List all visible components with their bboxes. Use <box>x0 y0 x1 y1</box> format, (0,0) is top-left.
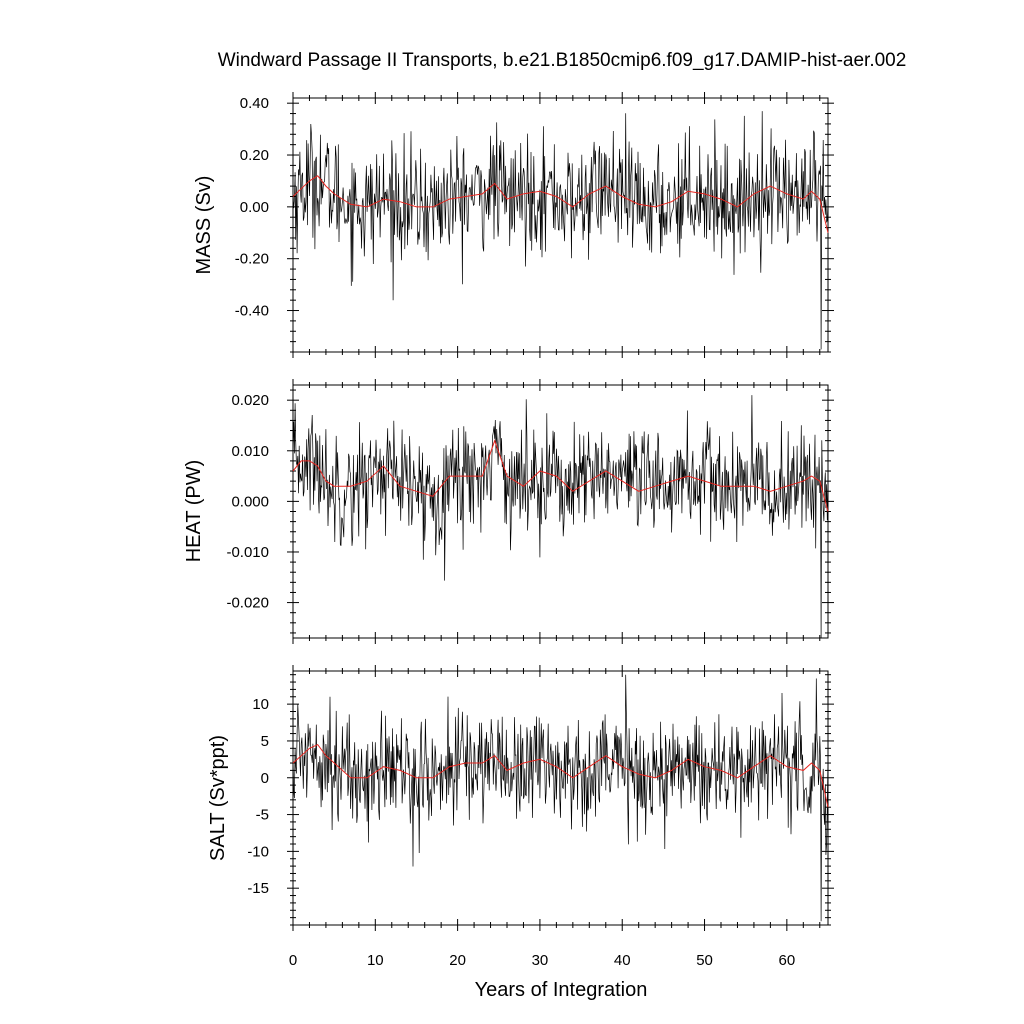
mass-ytick-label: -0.40 <box>235 303 269 320</box>
mass-ytick-label: 0.20 <box>240 147 269 164</box>
heat-smoothed-series <box>292 439 829 512</box>
heat-ytick-label: 0.000 <box>231 493 269 510</box>
salt-ylabel: SALT (Sv*ppt) <box>207 735 229 861</box>
heat-ytick-label: -0.020 <box>226 595 269 612</box>
x-tick-label: 30 <box>532 952 549 969</box>
mass-plot-frame <box>292 97 829 353</box>
heat-ytick-label: -0.010 <box>226 544 269 561</box>
heat-ticks <box>287 379 834 644</box>
mass-ytick-labels: 0.40 0.20 0.00 -0.20 -0.40 <box>235 95 269 319</box>
heat-ylabel: HEAT (PW) <box>183 460 205 563</box>
salt-panel: 10 5 0 -5 -10 -15 SALT (Sv*ppt) <box>207 665 834 931</box>
mass-ytick-label: 0.00 <box>240 199 269 216</box>
heat-ytick-labels: 0.020 0.010 0.000 -0.010 -0.020 <box>226 392 269 611</box>
chart-title: Windward Passage II Transports, b.e21.B1… <box>218 50 907 71</box>
x-tick-label: 0 <box>289 952 297 969</box>
salt-ytick-label: -15 <box>247 880 269 897</box>
salt-ytick-label: 0 <box>261 770 269 787</box>
mass-monthly-series <box>292 111 829 350</box>
salt-ytick-label: -10 <box>247 843 269 860</box>
mass-ticks <box>287 92 834 358</box>
salt-monthly-series <box>292 674 829 922</box>
salt-smoothed-series <box>292 743 829 808</box>
heat-monthly-series <box>292 395 829 639</box>
x-tick-label: 40 <box>614 952 631 969</box>
salt-plot-frame <box>292 670 829 926</box>
mass-ylabel: MASS (Sv) <box>193 176 215 275</box>
x-tick-label: 10 <box>367 952 384 969</box>
heat-ytick-label: 0.020 <box>231 392 269 409</box>
x-axis-label: Years of Integration <box>475 979 648 1001</box>
heat-panel: 0.020 0.010 0.000 -0.010 -0.020 HEAT (PW) <box>183 379 834 644</box>
x-tick-label: 50 <box>696 952 713 969</box>
x-tick-label: 20 <box>449 952 466 969</box>
salt-ytick-labels: 10 5 0 -5 -10 -15 <box>247 696 269 897</box>
heat-ytick-label: 0.010 <box>231 443 269 460</box>
x-tick-labels: 0 10 20 30 40 50 60 <box>289 952 795 969</box>
mass-panel: 0.40 0.20 0.00 -0.20 -0.40 MASS (Sv) <box>193 92 834 358</box>
mass-ytick-label: -0.20 <box>235 251 269 268</box>
salt-ytick-label: 10 <box>252 696 269 713</box>
mass-ytick-label: 0.40 <box>240 95 269 112</box>
mass-smoothed-series <box>292 175 829 233</box>
salt-ytick-label: -5 <box>256 807 269 824</box>
x-tick-label: 60 <box>779 952 796 969</box>
salt-ytick-label: 5 <box>261 733 269 750</box>
